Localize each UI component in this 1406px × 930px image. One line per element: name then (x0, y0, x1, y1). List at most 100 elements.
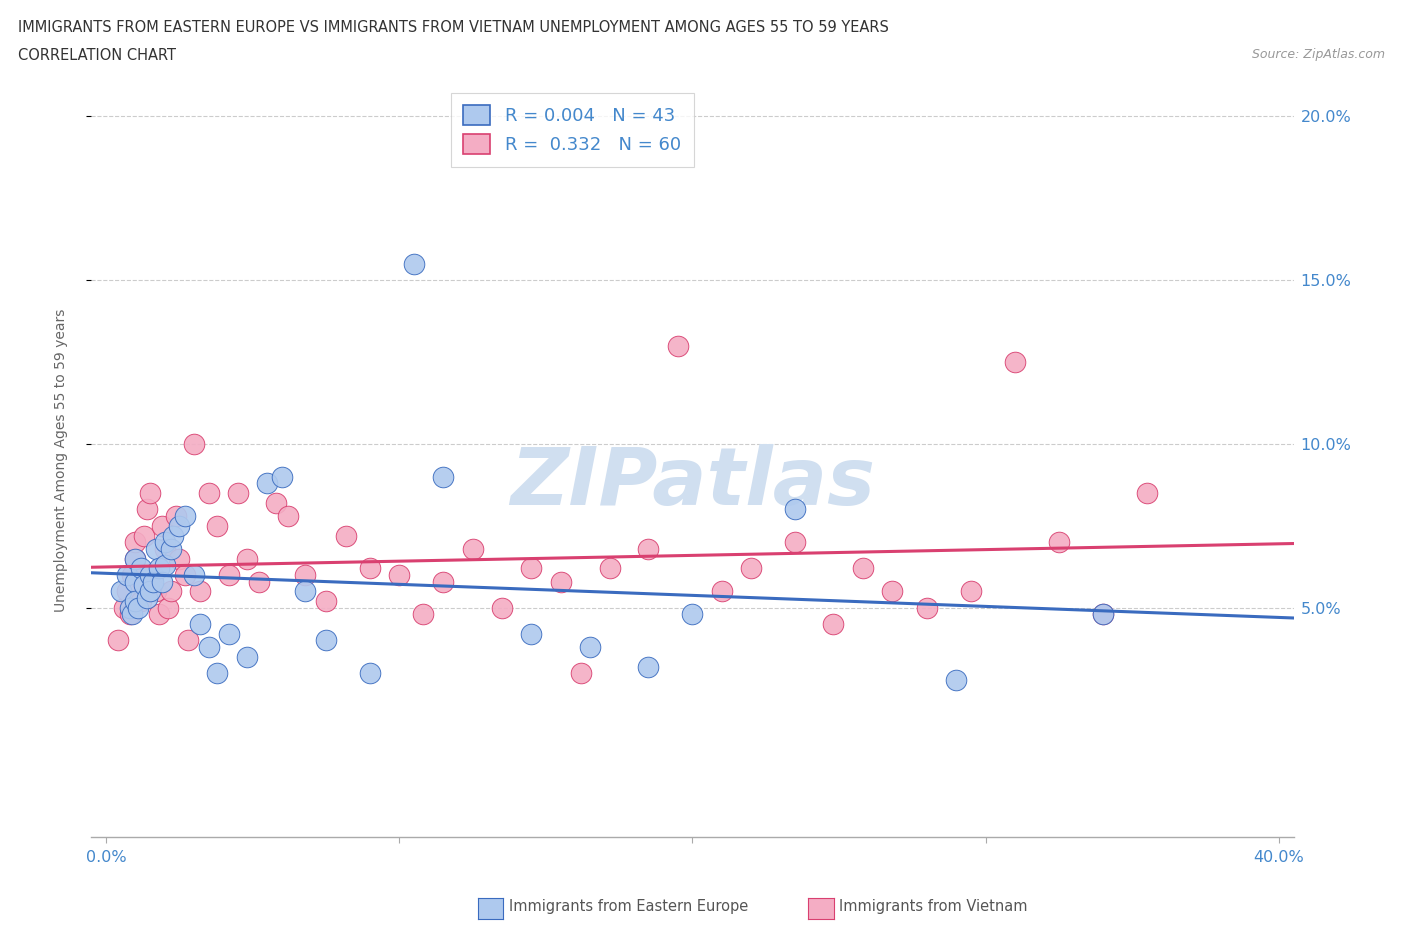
Point (388, 567, 411, 582)
Text: IMMIGRANTS FROM EASTERN EUROPE VS IMMIGRANTS FROM VIETNAM UNEMPLOYMENT AMONG AGE: IMMIGRANTS FROM EASTERN EUROPE VS IMMIGR… (18, 20, 889, 35)
Point (174, 509, 197, 524)
Point (129, 593, 152, 608)
Point (277, 509, 299, 524)
Point (880, 584, 903, 599)
Point (412, 607, 434, 622)
Point (127, 600, 149, 615)
Point (169, 518, 191, 533)
Point (183, 567, 205, 582)
Point (197, 485, 219, 500)
Point (666, 339, 689, 353)
Point (226, 485, 249, 500)
Text: Immigrants from Vietnam: Immigrants from Vietnam (839, 899, 1028, 914)
Point (851, 561, 873, 576)
Point (294, 567, 316, 582)
Point (142, 574, 165, 589)
Point (121, 607, 143, 622)
Point (520, 627, 543, 642)
Point (915, 600, 938, 615)
Point (218, 627, 240, 642)
Point (432, 470, 454, 485)
Point (124, 574, 146, 589)
Point (153, 535, 176, 550)
Legend: R = 0.004   N = 43, R =  0.332   N = 60: R = 0.004 N = 43, R = 0.332 N = 60 (451, 93, 693, 166)
Point (177, 633, 200, 648)
Point (236, 649, 259, 664)
Point (271, 470, 294, 485)
Point (153, 558, 176, 573)
Point (1004, 354, 1026, 369)
Point (188, 584, 211, 599)
Point (1136, 485, 1159, 500)
Point (115, 584, 138, 599)
Point (159, 584, 181, 599)
Point (124, 593, 146, 608)
Point (218, 567, 240, 582)
Text: Source: ZipAtlas.com: Source: ZipAtlas.com (1251, 48, 1385, 61)
Point (740, 561, 762, 576)
Text: Immigrants from Eastern Europe: Immigrants from Eastern Europe (509, 899, 748, 914)
Point (359, 666, 381, 681)
Point (315, 593, 337, 608)
Point (491, 600, 513, 615)
Point (315, 633, 337, 648)
Point (823, 617, 845, 631)
Point (207, 518, 229, 533)
Point (461, 541, 484, 556)
Point (118, 607, 141, 622)
Point (783, 502, 806, 517)
Point (183, 436, 205, 451)
Point (174, 567, 197, 582)
Point (188, 617, 211, 631)
Point (145, 541, 167, 556)
Point (136, 591, 159, 605)
Point (127, 574, 149, 589)
Text: ZIPatlas: ZIPatlas (510, 444, 875, 522)
Point (402, 257, 425, 272)
Point (550, 574, 572, 589)
Point (1091, 607, 1114, 622)
Point (579, 640, 602, 655)
Point (112, 600, 135, 615)
Point (145, 584, 167, 599)
Point (264, 496, 287, 511)
Point (150, 574, 173, 589)
Point (162, 528, 184, 543)
Point (169, 551, 191, 566)
Point (118, 600, 141, 615)
Point (115, 567, 138, 582)
Point (156, 600, 179, 615)
Point (236, 551, 259, 566)
Text: CORRELATION CHART: CORRELATION CHART (18, 48, 176, 63)
Point (294, 584, 316, 599)
Point (139, 567, 162, 582)
Point (783, 535, 806, 550)
Point (197, 640, 219, 655)
Point (159, 541, 181, 556)
Point (134, 528, 156, 543)
Point (124, 551, 146, 566)
Y-axis label: Unemployment Among Ages 55 to 59 years: Unemployment Among Ages 55 to 59 years (53, 309, 67, 612)
Point (1091, 607, 1114, 622)
Point (165, 509, 187, 524)
Point (207, 666, 229, 681)
Point (256, 476, 278, 491)
Point (153, 541, 176, 556)
Point (142, 567, 165, 582)
Point (124, 551, 146, 566)
Point (129, 561, 152, 576)
Point (681, 607, 703, 622)
Point (136, 502, 159, 517)
Point (107, 633, 129, 648)
Point (432, 574, 454, 589)
Point (247, 574, 270, 589)
Point (150, 518, 173, 533)
Point (124, 535, 146, 550)
Point (710, 584, 733, 599)
Point (139, 584, 162, 599)
Point (1047, 535, 1070, 550)
Point (520, 561, 543, 576)
Point (139, 485, 162, 500)
Point (599, 561, 621, 576)
Point (134, 578, 156, 592)
